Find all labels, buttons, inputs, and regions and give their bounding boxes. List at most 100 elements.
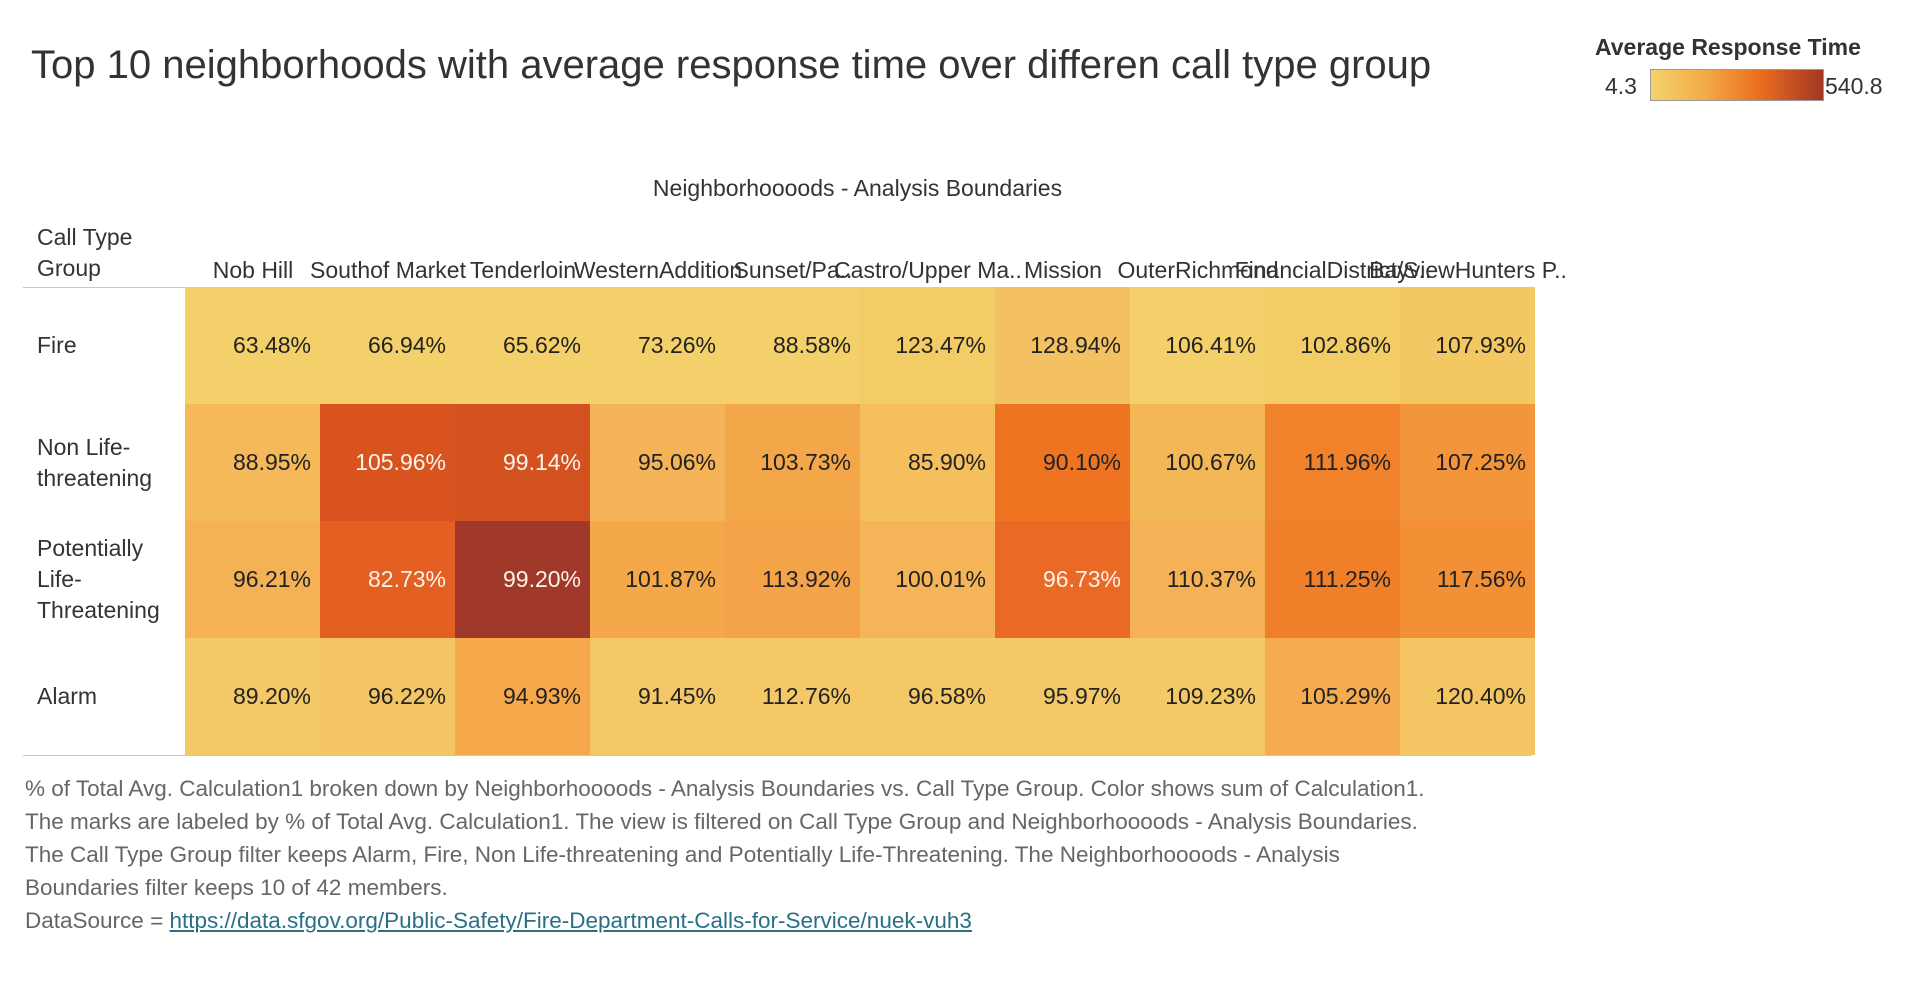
heatmap-cell[interactable]: 123.47% [860,287,995,404]
heatmap-cell[interactable]: 89.20% [185,638,320,755]
chart-title: Top 10 neighborhoods with average respon… [31,43,1432,87]
cell-value-label: 96.22% [367,683,446,709]
cell-value-label: 112.76% [761,683,851,709]
cell-value-label: 96.58% [907,683,986,709]
cell-value-label: 99.20% [502,566,581,592]
cell-value-label: 120.40% [1435,683,1526,709]
column-header: Western Addition [573,257,743,283]
cell-value-label: 95.06% [637,449,716,475]
heatmap-cell[interactable]: 96.73% [995,521,1130,638]
caption-line: The marks are labeled by % of Total Avg.… [25,809,1418,834]
heatmap-cell[interactable]: 105.29% [1265,638,1400,755]
heatmap-cell[interactable]: 111.25% [1265,521,1400,638]
heatmap-cell[interactable]: 96.22% [320,638,455,755]
heatmap-cell[interactable]: 95.06% [590,404,725,521]
cell-value-label: 100.67% [1165,449,1256,475]
heatmap-cell[interactable]: 117.56% [1400,521,1535,638]
cell-value-label: 105.29% [1300,683,1391,709]
heatmap-cell[interactable]: 112.76% [725,638,860,755]
cell-value-label: 107.25% [1435,449,1526,475]
heatmap-cell[interactable]: 99.20% [455,521,590,638]
cell-value-label: 96.73% [1042,566,1121,592]
cell-value-label: 113.92% [761,566,851,592]
column-axis-title: Neighborhoooods - Analysis Boundaries [652,175,1063,201]
heatmap-cell[interactable]: 90.10% [995,404,1130,521]
cell-value-label: 66.94% [367,332,446,358]
heatmap-cell[interactable]: 96.21% [185,521,320,638]
cell-value-label: 111.25% [1303,566,1391,592]
heatmap-cell[interactable]: 88.58% [725,287,860,404]
cell-value-label: 103.73% [760,449,851,475]
caption-line: % of Total Avg. Calculation1 broken down… [25,776,1425,801]
legend-scale: 4.3 540.8 [1595,69,1915,105]
caption-source: DataSource = https://data.sfgov.org/Publ… [25,904,1585,937]
cell-value-label: 65.62% [502,332,581,358]
cell-value-label: 95.97% [1042,683,1121,709]
cell-value-label: 96.21% [232,566,311,592]
cell-value-label: 89.20% [232,683,311,709]
legend-max-label: 540.8 [1825,73,1883,99]
heatmap-cell[interactable]: 66.94% [320,287,455,404]
row-header: Potentially Life-Threatening [37,535,160,623]
heatmap-cell[interactable]: 105.96% [320,404,455,521]
heatmap-cell[interactable]: 82.73% [320,521,455,638]
caption-line: Boundaries filter keeps 10 of 42 members… [25,875,448,900]
heatmap-cell[interactable]: 110.37% [1130,521,1265,638]
column-header: Financial District/S.. [1234,257,1432,283]
source-link[interactable]: https://data.sfgov.org/Public-Safety/Fir… [169,908,972,933]
heatmap-cell[interactable]: 94.93% [455,638,590,755]
heatmap-cell[interactable]: 99.14% [455,404,590,521]
cell-value-label: 100.01% [895,566,986,592]
row-header: Non Life-threatening [37,433,153,491]
column-header: Nob Hill [212,257,294,283]
heatmap-cell[interactable]: 109.23% [1130,638,1265,755]
heatmap-cell[interactable]: 107.93% [1400,287,1535,404]
heatmap-cell[interactable]: 95.97% [995,638,1130,755]
heatmap-cell[interactable]: 96.58% [860,638,995,755]
cell-value-label: 85.90% [907,449,986,475]
legend-gradient-bar [1650,69,1824,101]
legend-title: Average Response Time [1595,34,1861,60]
color-legend: Average Response Time 4.3 540.8 [1595,34,1915,105]
heatmap-cell[interactable]: 63.48% [185,287,320,404]
column-header: South of Market [310,257,466,283]
heatmap-cell[interactable]: 106.41% [1130,287,1265,404]
cell-value-label: 117.56% [1436,566,1526,592]
legend-min-label: 4.3 [1605,73,1637,99]
heatmap-cell[interactable]: 107.25% [1400,404,1535,521]
cell-value-label: 109.23% [1165,683,1256,709]
heatmap-cell[interactable]: 103.73% [725,404,860,521]
heatmap-cell[interactable]: 102.86% [1265,287,1400,404]
row-header: Alarm [37,683,98,709]
cell-value-label: 94.93% [502,683,581,709]
heatmap-cell[interactable]: 88.95% [185,404,320,521]
column-header: Bayview Hunters P.. [1369,257,1567,283]
heatmap-cell[interactable]: 128.94% [995,287,1130,404]
heatmap-cell[interactable]: 100.67% [1130,404,1265,521]
heatmap-cell[interactable]: 100.01% [860,521,995,638]
cell-value-label: 101.87% [625,566,716,592]
heatmap-cell[interactable]: 65.62% [455,287,590,404]
column-header: Outer Richmond [1117,257,1279,283]
cell-value-label: 88.95% [232,449,311,475]
heatmap-cell[interactable]: 111.96% [1265,404,1400,521]
column-header: Mission [1024,257,1102,283]
row-header: Fire [37,332,77,358]
heatmap-cell[interactable]: 113.92% [725,521,860,638]
cell-value-label: 99.14% [502,449,581,475]
heatmap-cell[interactable]: 85.90% [860,404,995,521]
cell-value-label: 73.26% [637,332,716,358]
heatmap-cell[interactable]: 101.87% [590,521,725,638]
heatmap-cell[interactable]: 120.40% [1400,638,1535,755]
cell-value-label: 107.93% [1435,332,1526,358]
heatmap-cell[interactable]: 73.26% [590,287,725,404]
column-header: Sunset/Pa.. [733,257,853,283]
heatmap-cell[interactable]: 91.45% [590,638,725,755]
column-header: Tenderloin [469,257,577,283]
row-axis-title: Call Type Group [37,224,133,281]
cell-value-label: 102.86% [1300,332,1391,358]
cell-value-label: 110.37% [1166,566,1256,592]
cell-value-label: 90.10% [1042,449,1121,475]
column-header: Castro/Upper Ma.. [834,257,1022,283]
cell-value-label: 88.58% [772,332,851,358]
